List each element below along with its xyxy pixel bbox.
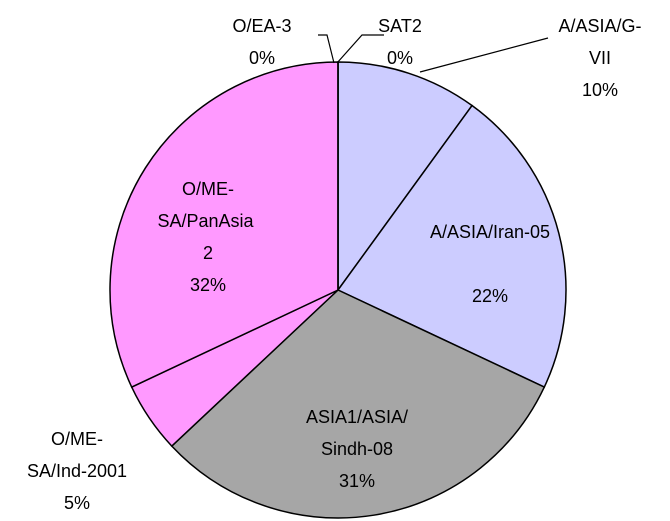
pie-slice [337, 61, 474, 293]
slice-label: O/ME-SA/PanAsia 2 [157, 179, 258, 263]
slice-label: SAT2 [378, 16, 422, 36]
slice-value-label: 10% [582, 80, 618, 100]
slice-label: A/ASIA/Iran-05 [430, 222, 550, 242]
slice-value-label: 22% [472, 286, 508, 306]
slice-value-label: 0% [249, 48, 275, 68]
slice-value-label: 32% [190, 275, 226, 295]
pie-slice [170, 289, 546, 519]
leader-line [336, 34, 384, 64]
slice-value-label: 31% [339, 471, 375, 491]
slice-label: O/ME-SA/Ind-2001 [27, 429, 127, 481]
pie-slice [109, 61, 339, 389]
slice-value-label: 0% [387, 48, 413, 68]
slice-label: A/ASIA/G-VII [558, 16, 641, 68]
slice-value-label: 5% [64, 493, 90, 513]
leader-line [318, 34, 335, 64]
slice-label: O/EA-3 [232, 16, 291, 36]
leader-line [419, 37, 549, 73]
slice-label: ASIA1/ASIA/Sindh-08 [306, 407, 408, 459]
